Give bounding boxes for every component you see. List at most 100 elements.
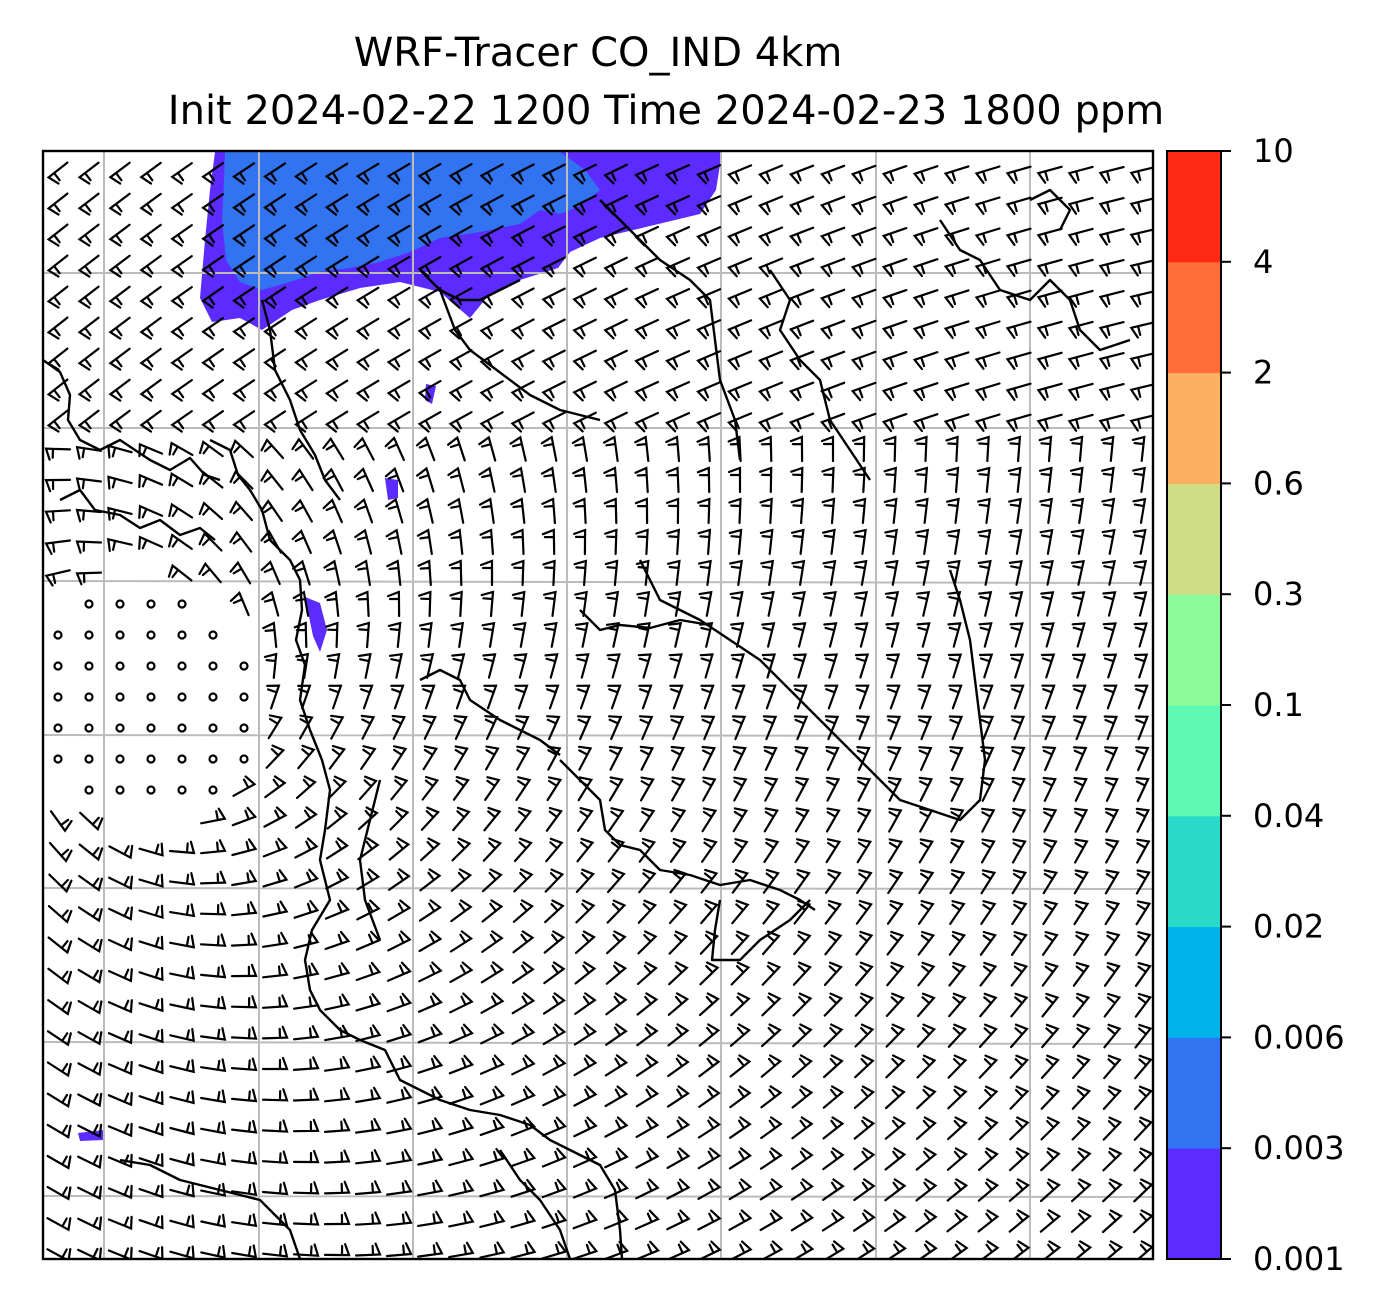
wind-barb [232, 348, 256, 371]
wind-barb [636, 622, 652, 648]
wind-barb [881, 413, 908, 433]
wind-barb [510, 1241, 537, 1259]
wind-barb [484, 776, 501, 801]
colorbar-tick-label: 0.001 [1253, 1240, 1345, 1278]
wind-barb [949, 900, 966, 925]
wind-barb [853, 528, 867, 555]
wind-barb [542, 1023, 567, 1046]
colorbar-tick-label: 0.6 [1253, 464, 1304, 502]
wind-barb [1101, 528, 1116, 555]
wind-barb [417, 992, 443, 1013]
wind-barb [855, 1240, 877, 1259]
wind-barb [758, 350, 784, 371]
wind-barb [888, 807, 903, 833]
wind-barb [912, 227, 939, 247]
wind-barb [108, 192, 131, 216]
wind-barb [978, 1116, 999, 1141]
wind-barb [417, 1055, 444, 1074]
colorbar-tick-label: 0.3 [1253, 575, 1304, 613]
wind-barb [200, 807, 227, 825]
wind-barb [79, 811, 104, 832]
wind-barb [1039, 559, 1054, 586]
wind-barb [790, 1209, 815, 1232]
wind-barb [727, 257, 753, 278]
wind-barb [1098, 321, 1125, 339]
wind-barb [417, 380, 442, 402]
coastline [209, 438, 624, 1259]
wind-barb [77, 192, 100, 216]
wind-barb [604, 528, 618, 556]
map-title-line2: Init 2024-02-22 1200 Time 2024-02-23 180… [168, 88, 1164, 134]
wind-barb [77, 906, 103, 923]
wind-barb [883, 435, 897, 463]
wind-barb [1011, 838, 1027, 864]
wind-barb [696, 288, 722, 309]
wind-barb [541, 1147, 567, 1168]
wind-barb [138, 473, 164, 489]
calm-wind-marker [53, 692, 63, 702]
calm-wind-marker [53, 630, 63, 640]
wind-barb [510, 194, 535, 216]
wind-barb [791, 590, 806, 617]
wind-barb [49, 810, 73, 833]
wind-barb [852, 497, 867, 524]
wind-barb [665, 164, 691, 185]
colorbar-segment [1167, 926, 1221, 1038]
calm-wind-marker [84, 630, 94, 640]
wind-barb [852, 466, 866, 494]
wind-barb [230, 995, 258, 1009]
wind-barb [357, 837, 380, 861]
wind-barb [1067, 413, 1094, 432]
wind-barb [514, 806, 533, 832]
wind-barb [516, 745, 531, 771]
wind-barb [1011, 1240, 1031, 1259]
wind-barb [793, 869, 811, 894]
wind-barb [199, 870, 227, 885]
wind-barb [1073, 900, 1090, 926]
colorbar-segment [1167, 261, 1221, 374]
wind-barb [884, 1209, 907, 1232]
wind-barb [139, 409, 162, 433]
wind-barb [198, 561, 222, 584]
wind-barb [480, 992, 505, 1014]
wind-barb [356, 868, 381, 891]
wind-barb [912, 165, 939, 185]
wind-barb [291, 437, 315, 460]
calm-wind-marker [208, 630, 218, 640]
wind-barb [108, 316, 131, 340]
wind-barb [1071, 1116, 1092, 1141]
wind-barb [758, 288, 784, 309]
wind-barb [1067, 165, 1094, 184]
wind-barb [448, 1210, 475, 1228]
wind-barb [949, 838, 965, 864]
wind-barb [75, 445, 102, 460]
wind-barb [1011, 869, 1028, 895]
wind-barb [168, 840, 196, 855]
wind-barb [1102, 1147, 1123, 1172]
wind-barb [541, 1178, 568, 1199]
wind-barb [138, 1122, 164, 1137]
wind-barb [390, 775, 409, 801]
coastline [579, 609, 711, 632]
wind-barb [386, 961, 412, 982]
wind-barb [1129, 259, 1153, 277]
wind-barb [696, 435, 711, 463]
wind-barb [977, 1209, 1000, 1233]
wind-barb [729, 1054, 752, 1078]
wind-barb [761, 992, 782, 1017]
wind-barb [200, 1213, 227, 1228]
wind-barb [138, 1215, 164, 1230]
wind-barb [947, 1116, 968, 1141]
wind-barb [453, 745, 469, 771]
wind-barb [727, 288, 753, 309]
wind-barb [420, 806, 440, 831]
wind-barb [417, 1148, 444, 1166]
wind-barb [418, 899, 442, 922]
plume-low-spot [385, 478, 398, 500]
wind-barb [541, 1116, 567, 1137]
wind-barb [292, 1243, 320, 1257]
wind-barb [668, 930, 689, 955]
wind-barb [386, 1211, 413, 1227]
wind-barb [825, 746, 840, 771]
wind-barb [448, 225, 473, 247]
